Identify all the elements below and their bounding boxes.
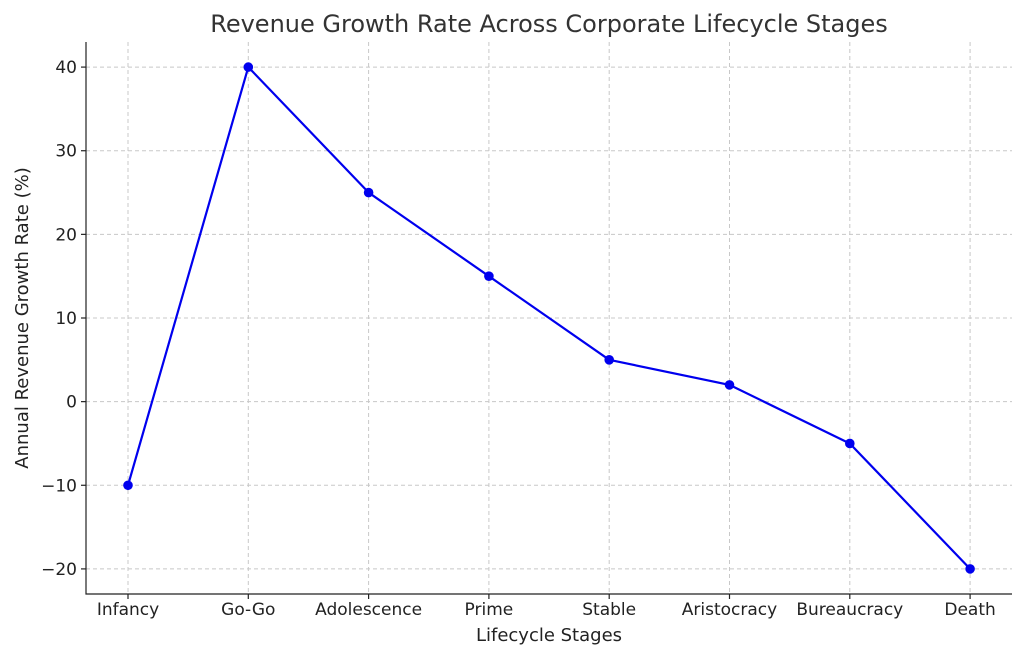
x-tick-label: Death [944, 600, 995, 620]
axis-spines [85, 42, 1012, 595]
y-axis-label: Annual Revenue Growth Rate (%) [12, 167, 33, 468]
x-tick-label: Adolescence [315, 600, 422, 620]
x-axis-label: Lifecycle Stages [476, 625, 622, 646]
x-tick-label: Go-Go [221, 600, 275, 620]
y-tick-label: 20 [55, 225, 77, 245]
x-tick-label: Infancy [97, 600, 159, 620]
data-point [363, 187, 374, 198]
x-tick-label: Aristocracy [682, 600, 777, 620]
data-point [965, 564, 975, 574]
grid [86, 42, 1012, 594]
x-tick-label: Prime [465, 600, 514, 620]
y-tick-label: 10 [55, 309, 77, 329]
y-tick-label: −20 [41, 560, 77, 580]
x-tick-label: Stable [582, 600, 636, 620]
series-layer [123, 62, 975, 574]
data-point [845, 438, 855, 449]
axes: Infancy Go-Go Adolescence Prime Stable Aristo… [41, 42, 1012, 620]
data-point [724, 380, 735, 390]
y-tick-label: 0 [66, 393, 77, 413]
y-tick-label: 30 [55, 142, 77, 162]
y-tick-label: 40 [55, 58, 77, 78]
series-line [126, 65, 971, 570]
x-tick-label: Bureaucracy [796, 600, 903, 620]
chart-title: Revenue Growth Rate Across Corporate Lif… [210, 10, 888, 38]
y-tick-label: −10 [41, 476, 77, 496]
data-point [604, 355, 614, 365]
data-point [484, 271, 494, 281]
data-point [123, 480, 133, 491]
data-point [243, 62, 254, 72]
